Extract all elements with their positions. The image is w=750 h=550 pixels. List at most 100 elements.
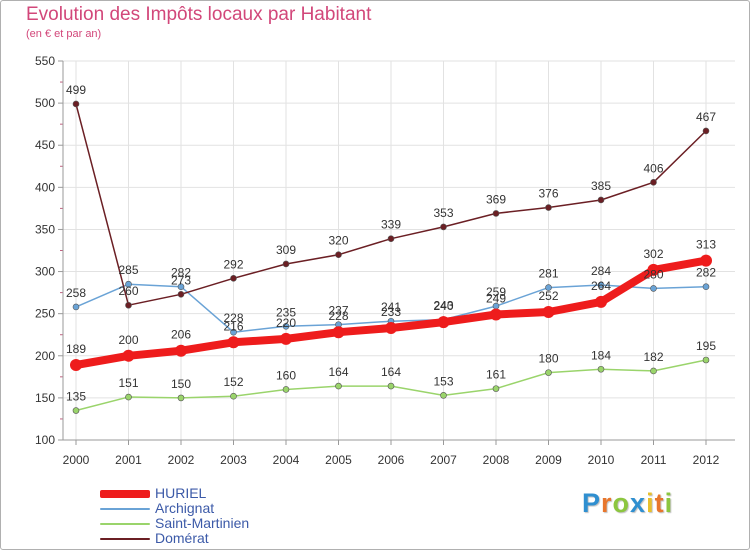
data-label-saint-martinien: 184 xyxy=(591,348,611,362)
data-label-archignat: 235 xyxy=(276,305,296,319)
data-point-huriel xyxy=(700,254,712,267)
data-point-dom-rat xyxy=(440,223,447,231)
data-point-huriel xyxy=(595,295,607,308)
data-label-huriel: 313 xyxy=(696,238,716,252)
data-label-archignat: 280 xyxy=(643,267,663,281)
data-point-archignat xyxy=(177,283,185,291)
legend-label: Archignat xyxy=(155,500,215,516)
logo-letter: i xyxy=(646,488,655,518)
data-point-archignat xyxy=(282,322,290,330)
data-label-dom-rat: 292 xyxy=(223,257,243,271)
data-point-archignat xyxy=(125,280,132,288)
data-label-dom-rat: 467 xyxy=(696,110,716,124)
x-tick-label: 2002 xyxy=(168,453,195,467)
data-label-saint-martinien: 153 xyxy=(433,374,453,388)
data-label-saint-martinien: 161 xyxy=(486,368,506,382)
data-label-archignat: 258 xyxy=(66,286,86,300)
data-label-saint-martinien: 164 xyxy=(328,365,348,379)
data-label-huriel: 249 xyxy=(486,292,506,306)
data-label-saint-martinien: 195 xyxy=(696,339,716,353)
x-tick-label: 2010 xyxy=(588,453,615,467)
data-point-huriel xyxy=(122,349,135,362)
data-label-archignat: 259 xyxy=(486,285,506,299)
data-point-huriel xyxy=(280,332,292,345)
x-tick-label: 2006 xyxy=(378,453,405,467)
legend-swatch xyxy=(100,538,150,540)
logo-letter: t xyxy=(654,488,665,518)
data-label-huriel: 252 xyxy=(538,289,558,303)
x-tick-label: 2001 xyxy=(115,453,142,467)
data-label-dom-rat: 376 xyxy=(538,187,558,201)
data-point-saint-martinien xyxy=(125,393,132,401)
data-label-dom-rat: 369 xyxy=(486,192,506,206)
data-point-dom-rat xyxy=(545,204,552,211)
data-point-saint-martinien xyxy=(597,365,605,373)
logo-letter: r xyxy=(601,488,613,518)
x-tick-label: 2007 xyxy=(430,453,457,467)
data-point-archignat xyxy=(72,303,80,311)
data-point-saint-martinien xyxy=(440,392,447,399)
data-label-huriel: 200 xyxy=(118,333,138,347)
y-tick-label: 450 xyxy=(35,138,55,152)
legend-swatch xyxy=(100,508,150,510)
data-point-dom-rat xyxy=(230,274,237,282)
data-point-huriel xyxy=(332,326,345,339)
proxiti-logo: Proxiti xyxy=(582,488,673,519)
data-point-huriel xyxy=(70,359,82,372)
data-label-saint-martinien: 152 xyxy=(223,375,243,389)
data-label-dom-rat: 260 xyxy=(118,284,138,298)
data-point-saint-martinien xyxy=(387,382,395,390)
x-tick-label: 2012 xyxy=(693,453,720,467)
data-point-dom-rat xyxy=(597,196,605,204)
data-point-archignat xyxy=(230,328,237,336)
data-point-archignat xyxy=(545,284,552,291)
data-point-huriel xyxy=(490,308,502,321)
data-label-huriel: 220 xyxy=(276,316,296,330)
data-label-archignat: 241 xyxy=(381,300,401,314)
data-label-huriel: 189 xyxy=(66,342,86,356)
data-label-archignat: 243 xyxy=(433,299,453,313)
x-tick-label: 2000 xyxy=(63,453,90,467)
data-point-archignat xyxy=(650,285,657,292)
data-label-archignat: 228 xyxy=(223,311,243,325)
data-label-archignat: 284 xyxy=(591,264,611,278)
legend-swatch xyxy=(100,523,150,525)
y-tick-label: 550 xyxy=(35,54,55,68)
data-point-dom-rat xyxy=(282,260,290,268)
x-tick-label: 2003 xyxy=(220,453,247,467)
y-tick-label: 100 xyxy=(35,433,55,447)
data-label-dom-rat: 320 xyxy=(328,234,348,248)
data-point-saint-martinien xyxy=(702,356,710,364)
y-tick-label: 500 xyxy=(35,96,55,110)
logo-letter: P xyxy=(582,488,602,518)
data-point-saint-martinien xyxy=(545,369,552,376)
data-point-dom-rat xyxy=(72,100,80,108)
data-point-dom-rat xyxy=(387,235,395,243)
y-tick-label: 250 xyxy=(35,307,55,321)
data-point-saint-martinien xyxy=(335,382,342,390)
plot-area xyxy=(63,61,735,440)
data-label-saint-martinien: 182 xyxy=(643,350,663,364)
data-label-huriel: 233 xyxy=(381,305,401,319)
data-label-huriel: 228 xyxy=(328,309,348,323)
chart-subtitle: (en € et par an) xyxy=(26,28,102,40)
y-tick-label: 150 xyxy=(35,391,55,405)
data-label-archignat: 237 xyxy=(328,304,348,318)
data-label-dom-rat: 385 xyxy=(591,179,611,193)
data-label-dom-rat: 406 xyxy=(643,161,663,175)
data-label-saint-martinien: 135 xyxy=(66,390,86,404)
logo-letter: i xyxy=(664,488,674,518)
data-label-dom-rat: 309 xyxy=(276,243,296,257)
data-point-huriel xyxy=(227,336,240,349)
data-label-archignat: 282 xyxy=(696,266,716,280)
x-tick-label: 2008 xyxy=(483,453,510,467)
data-label-saint-martinien: 160 xyxy=(276,368,296,382)
data-point-saint-martinien xyxy=(282,386,290,393)
data-label-dom-rat: 339 xyxy=(381,218,401,232)
data-label-huriel: 302 xyxy=(643,247,663,261)
legend-label: HURIEL xyxy=(155,485,207,501)
data-point-huriel xyxy=(175,344,187,357)
data-label-archignat: 282 xyxy=(171,266,191,280)
chart-title: Evolution des Impôts locaux par Habitant xyxy=(26,4,372,25)
